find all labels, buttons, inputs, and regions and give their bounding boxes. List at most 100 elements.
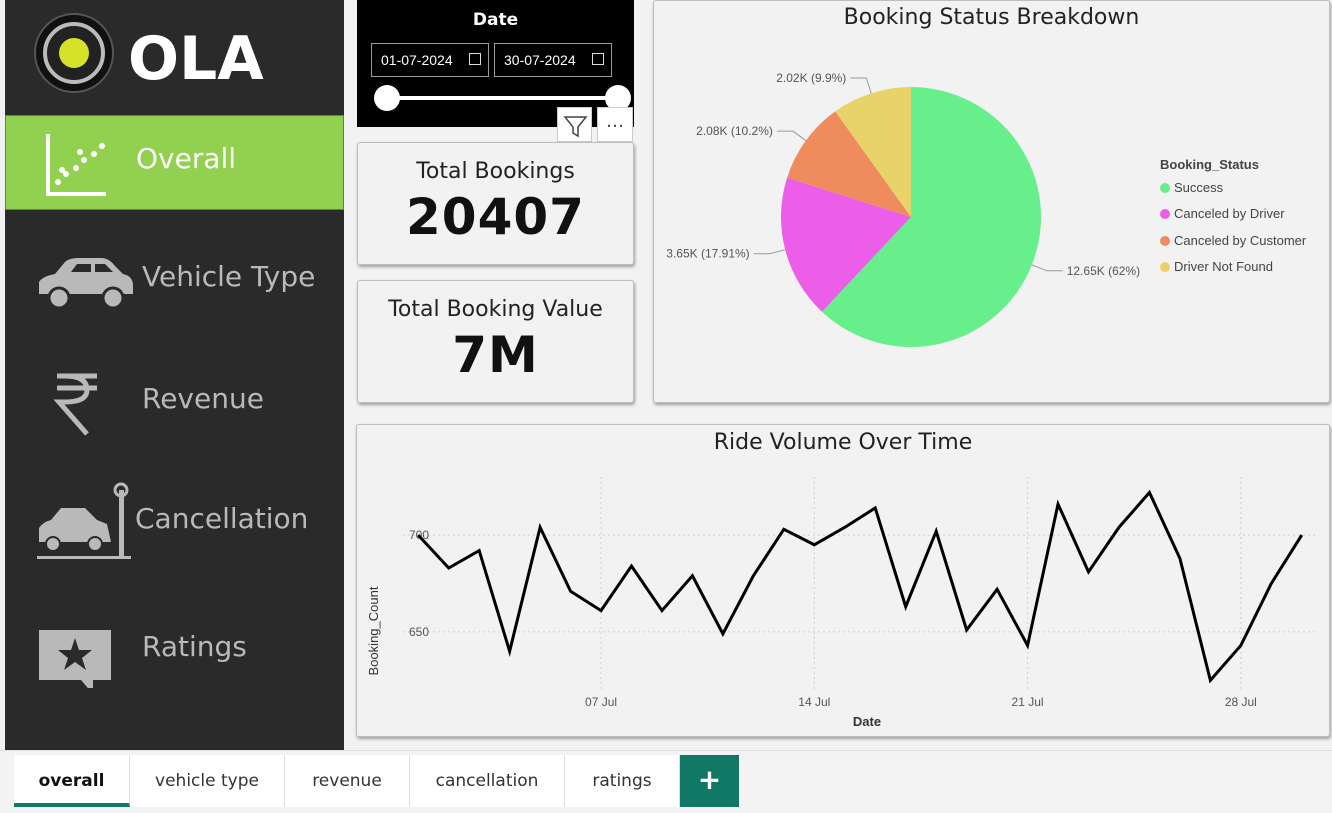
slider-start-handle[interactable] <box>374 85 400 111</box>
pie-slice-success[interactable] <box>821 87 1041 348</box>
legend-dot <box>1160 235 1170 246</box>
car-icon <box>39 258 133 310</box>
data-point[interactable] <box>567 587 575 595</box>
pie-chart-title: Booking Status Breakdown <box>843 5 1140 30</box>
data-point[interactable] <box>749 572 757 580</box>
kpi-label: Total Bookings <box>416 159 575 184</box>
data-point[interactable] <box>506 647 514 655</box>
nav-item-vehicle-type[interactable]: Vehicle Type <box>5 232 344 327</box>
x-tick-label: 07 Jul <box>585 695 617 709</box>
x-axis-title: Date <box>853 714 881 729</box>
pie-data-label: 3.65K (17.91%) <box>666 247 749 261</box>
more-options-button[interactable]: … <box>597 107 633 142</box>
data-point[interactable] <box>1085 568 1093 576</box>
scatter-chart-icon <box>46 134 106 196</box>
data-point[interactable] <box>1024 641 1032 649</box>
legend-dot <box>1160 182 1170 193</box>
data-point[interactable] <box>597 607 605 615</box>
tab-ratings[interactable]: ratings <box>565 755 680 807</box>
data-point[interactable] <box>1267 580 1275 588</box>
data-point[interactable] <box>963 626 971 634</box>
pie-data-label: 2.08K (10.2%) <box>696 124 773 138</box>
pie-slice-driver-not-found[interactable] <box>835 87 911 217</box>
pie-data-label: 2.02K (9.9%) <box>776 71 846 85</box>
data-point[interactable] <box>688 572 696 580</box>
legend-title: Booking_Status <box>1160 157 1259 172</box>
start-date-value: 01-07-2024 <box>381 52 453 68</box>
nav-item-overall[interactable]: Overall <box>5 115 344 210</box>
data-point[interactable] <box>871 504 879 512</box>
tab-cancellation[interactable]: cancellation <box>410 755 565 807</box>
pie-slice-canceled-by-driver[interactable] <box>781 177 911 312</box>
tab-revenue[interactable]: revenue <box>285 755 410 807</box>
star-rating-icon <box>39 630 111 688</box>
ride-volume-line[interactable] <box>417 489 1304 684</box>
tab-overall[interactable]: overall <box>14 755 130 807</box>
legend-item-canceled-by-driver[interactable]: Canceled by Driver <box>1160 206 1285 221</box>
data-point[interactable] <box>902 603 910 611</box>
calendar-icon[interactable] <box>469 53 481 65</box>
legend-label: Canceled by Customer <box>1174 233 1307 248</box>
date-slicer: Date 01-07-2024 30-07-2024 <box>357 0 634 127</box>
data-point[interactable] <box>445 564 453 572</box>
kpi-value: 20407 <box>406 188 585 246</box>
y-tick-label: 650 <box>409 625 429 639</box>
nav-label-cancellation: Cancellation <box>135 502 309 535</box>
date-range-slider-track[interactable] <box>386 96 618 100</box>
legend-label: Canceled by Driver <box>1174 206 1285 221</box>
kpi-total-bookings: Total Bookings 20407 <box>357 142 634 265</box>
data-point[interactable] <box>628 562 636 570</box>
kpi-label: Total Booking Value <box>388 297 603 322</box>
nav-label-overall: Overall <box>136 142 237 175</box>
tab-vehicle-type[interactable]: vehicle type <box>130 755 285 807</box>
data-point[interactable] <box>475 547 483 555</box>
pie-slice-canceled-by-customer[interactable] <box>787 111 911 217</box>
kpi-value: 7M <box>452 326 539 384</box>
end-date-value: 30-07-2024 <box>504 52 576 68</box>
rupee-icon <box>53 373 97 436</box>
data-point[interactable] <box>536 523 544 531</box>
page-tab-bar: overall vehicle type revenue cancellatio… <box>0 750 1332 813</box>
nav-label-revenue: Revenue <box>142 382 264 415</box>
booking-status-panel: Booking Status Breakdown 12.65K (62%) 3.6… <box>653 0 1330 403</box>
data-point[interactable] <box>780 525 788 533</box>
data-point[interactable] <box>810 541 818 549</box>
nav-item-cancellation[interactable]: Cancellation <box>5 472 344 567</box>
data-point[interactable] <box>1176 554 1184 562</box>
pie-leader-line <box>1031 264 1063 272</box>
line-chart-title: Ride Volume Over Time <box>713 430 973 455</box>
data-point[interactable] <box>993 585 1001 593</box>
car-crash-icon <box>37 482 131 559</box>
x-tick-label: 28 Jul <box>1225 695 1257 709</box>
legend-label: Driver Not Found <box>1174 259 1273 274</box>
data-point[interactable] <box>1115 523 1123 531</box>
legend-item-canceled-by-customer[interactable]: Canceled by Customer <box>1160 233 1306 248</box>
filter-icon[interactable] <box>557 107 592 142</box>
calendar-icon[interactable] <box>592 53 604 65</box>
x-tick-label: 14 Jul <box>798 695 830 709</box>
start-date-input[interactable]: 01-07-2024 <box>371 43 489 77</box>
nav-item-ratings[interactable]: Ratings <box>5 600 344 695</box>
legend-item-success[interactable]: Success <box>1160 180 1223 195</box>
legend-item-driver-not-found[interactable]: Driver Not Found <box>1160 259 1273 274</box>
data-point[interactable] <box>1054 500 1062 508</box>
data-point[interactable] <box>841 523 849 531</box>
add-page-button[interactable]: + <box>680 755 739 807</box>
data-point[interactable] <box>1145 488 1153 496</box>
date-slicer-title: Date <box>472 10 519 30</box>
end-date-input[interactable]: 30-07-2024 <box>494 43 612 77</box>
x-tick-label: 21 Jul <box>1012 695 1044 709</box>
legend-dot <box>1160 208 1170 219</box>
data-point[interactable] <box>932 527 940 535</box>
data-point[interactable] <box>1237 641 1245 649</box>
legend-dot <box>1160 261 1170 272</box>
data-point[interactable] <box>1298 531 1306 539</box>
data-point[interactable] <box>1206 676 1214 684</box>
slider-end-handle[interactable] <box>605 85 631 111</box>
nav-item-revenue[interactable]: Revenue <box>5 352 344 447</box>
kpi-total-booking-value: Total Booking Value 7M <box>357 280 634 403</box>
data-point[interactable] <box>658 607 666 615</box>
data-point[interactable] <box>719 630 727 638</box>
data-point[interactable] <box>414 531 422 539</box>
